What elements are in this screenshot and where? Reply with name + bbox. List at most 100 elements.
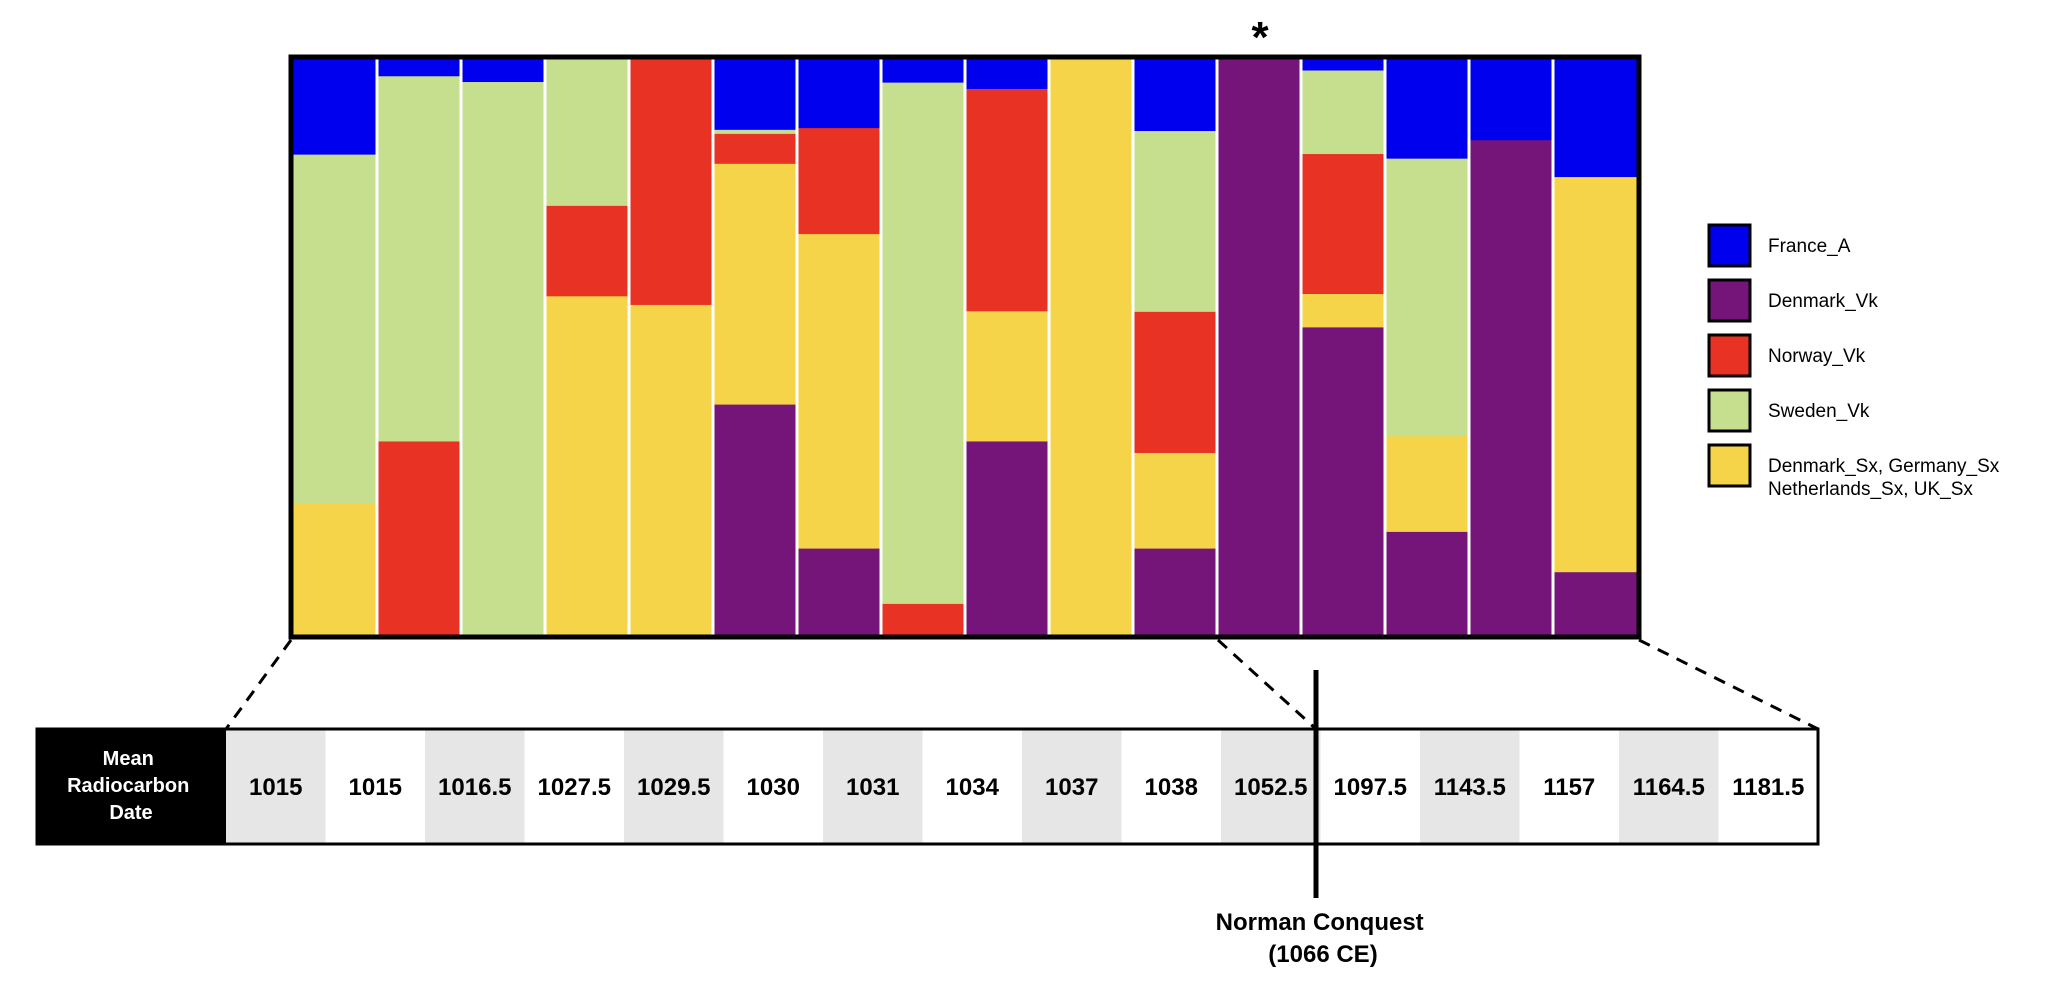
bar-1027.5 bbox=[545, 59, 629, 636]
bar-1016.5 bbox=[461, 59, 545, 636]
segment-denmark-vk bbox=[1217, 59, 1301, 636]
date-cell: 1038 bbox=[1121, 730, 1221, 843]
date-cell: 1029.5 bbox=[624, 730, 724, 843]
segment-sweden-vk bbox=[713, 129, 797, 135]
segment-france-a bbox=[461, 59, 545, 83]
segment-france-a bbox=[797, 59, 881, 129]
date-cell-bg bbox=[1320, 730, 1420, 843]
legend-swatch bbox=[1707, 223, 1752, 268]
date-value: 1030 bbox=[747, 774, 800, 801]
segment-france-a bbox=[1385, 59, 1469, 160]
date-value: 1029.5 bbox=[637, 774, 710, 801]
date-cell-bg bbox=[325, 730, 425, 843]
segment-france-a bbox=[1553, 59, 1637, 178]
bar-1015 bbox=[377, 59, 461, 636]
segment-france-a bbox=[1301, 59, 1385, 72]
bar-1029.5 bbox=[629, 59, 713, 636]
legend: France_A Denmark_Vk Norway_Vk Sweden_Vk Denm… bbox=[1707, 223, 2000, 500]
date-cell-bg bbox=[1221, 730, 1321, 843]
date-table: Mean Radiocarbon Date 1015 1015 1016.5 1027… bbox=[35, 727, 1820, 846]
date-cell-bg bbox=[1420, 730, 1520, 843]
table-header-cell bbox=[37, 729, 226, 844]
segment-sweden-vk bbox=[545, 59, 629, 207]
legend-swatch bbox=[1707, 333, 1752, 378]
date-cell: 1027.5 bbox=[524, 730, 624, 843]
bar-1037 bbox=[965, 59, 1049, 636]
date-cell: 1034 bbox=[922, 730, 1022, 843]
date-cell-bg bbox=[723, 730, 823, 843]
date-cell-bg bbox=[226, 730, 326, 843]
bar-1143.5 bbox=[1301, 59, 1385, 636]
plot-frame bbox=[288, 54, 1642, 640]
date-cell: 1015 bbox=[226, 730, 326, 843]
legend-label: Sweden_Vk bbox=[1768, 401, 1870, 422]
segment-denmark-vk bbox=[1385, 531, 1469, 636]
segment-denmark-sx bbox=[545, 296, 629, 636]
legend-swatch bbox=[1707, 388, 1752, 433]
legend-label: Denmark_Sx, Germany_Sx Netherlands_Sx, UK… bbox=[1768, 456, 2000, 500]
segment-sweden-vk bbox=[1301, 70, 1385, 155]
event-label: Norman Conquest (1066 CE) bbox=[1216, 909, 1431, 968]
date-cell: 1157 bbox=[1519, 730, 1619, 843]
date-cell: 1031 bbox=[823, 730, 923, 843]
table-frame bbox=[35, 727, 1820, 846]
segment-denmark-vk bbox=[965, 441, 1049, 636]
segment-denmark-sx bbox=[1553, 177, 1637, 573]
segment-norway-vk bbox=[629, 59, 713, 306]
legend-label: Norway_Vk bbox=[1768, 346, 1866, 367]
segment-france-a bbox=[881, 59, 965, 84]
segment-norway-vk bbox=[377, 441, 461, 636]
connector-right bbox=[1638, 638, 1819, 731]
segment-denmark-vk bbox=[1133, 548, 1217, 636]
date-value: 1038 bbox=[1145, 774, 1198, 801]
segment-france-a bbox=[1469, 59, 1553, 141]
date-cell-bg bbox=[425, 730, 525, 843]
segment-sweden-vk bbox=[1385, 158, 1469, 437]
segment-norway-vk bbox=[545, 205, 629, 297]
date-cell: 1015 bbox=[325, 730, 425, 843]
segment-france-a bbox=[293, 59, 377, 156]
segment-denmark-sx bbox=[1049, 59, 1133, 636]
bar-1097.5 bbox=[1217, 59, 1301, 636]
segment-denmark-vk bbox=[713, 404, 797, 636]
segment-denmark-vk bbox=[1301, 327, 1385, 636]
segment-denmark-sx bbox=[1133, 452, 1217, 550]
date-value: 1157 bbox=[1543, 774, 1595, 801]
segment-france-a bbox=[377, 59, 461, 77]
date-cell-bg bbox=[1519, 730, 1619, 843]
segment-denmark-sx bbox=[293, 503, 377, 636]
date-value: 1097.5 bbox=[1334, 774, 1407, 801]
date-value: 1052.5 bbox=[1234, 774, 1307, 801]
date-cell-bg bbox=[1718, 730, 1818, 843]
segment-norway-vk bbox=[713, 133, 797, 165]
segment-norway-vk bbox=[881, 603, 965, 636]
legend-item: France_A bbox=[1707, 223, 1851, 268]
date-value: 1031 bbox=[846, 774, 899, 801]
segment-norway-vk bbox=[1133, 311, 1217, 454]
segment-denmark-vk bbox=[1469, 140, 1553, 636]
connector-middle bbox=[1216, 638, 1318, 731]
legend-label: France_A bbox=[1768, 236, 1851, 257]
date-cell: 1143.5 bbox=[1420, 730, 1520, 843]
date-cell: 1052.5 bbox=[1221, 730, 1321, 843]
date-value: 1016.5 bbox=[438, 774, 511, 801]
segment-denmark-sx bbox=[629, 304, 713, 636]
date-cell-bg bbox=[1022, 730, 1122, 843]
legend-item: Denmark_Vk bbox=[1707, 278, 1878, 323]
significance-asterisk: * bbox=[1251, 13, 1269, 62]
segment-france-a bbox=[1133, 59, 1217, 132]
segment-norway-vk bbox=[965, 88, 1049, 312]
date-value: 1015 bbox=[249, 774, 302, 801]
bar-1015 bbox=[293, 59, 377, 636]
bar-1157 bbox=[1385, 59, 1469, 636]
bar-1038 bbox=[1049, 59, 1133, 636]
legend-swatch bbox=[1707, 443, 1752, 488]
segment-norway-vk bbox=[797, 128, 881, 235]
legend-swatch bbox=[1707, 278, 1752, 323]
table-header-label: Mean Radiocarbon Date bbox=[67, 748, 195, 824]
date-value: 1027.5 bbox=[538, 774, 611, 801]
date-value: 1143.5 bbox=[1434, 774, 1506, 801]
date-value: 1034 bbox=[946, 774, 1000, 801]
date-cell-bg bbox=[524, 730, 624, 843]
